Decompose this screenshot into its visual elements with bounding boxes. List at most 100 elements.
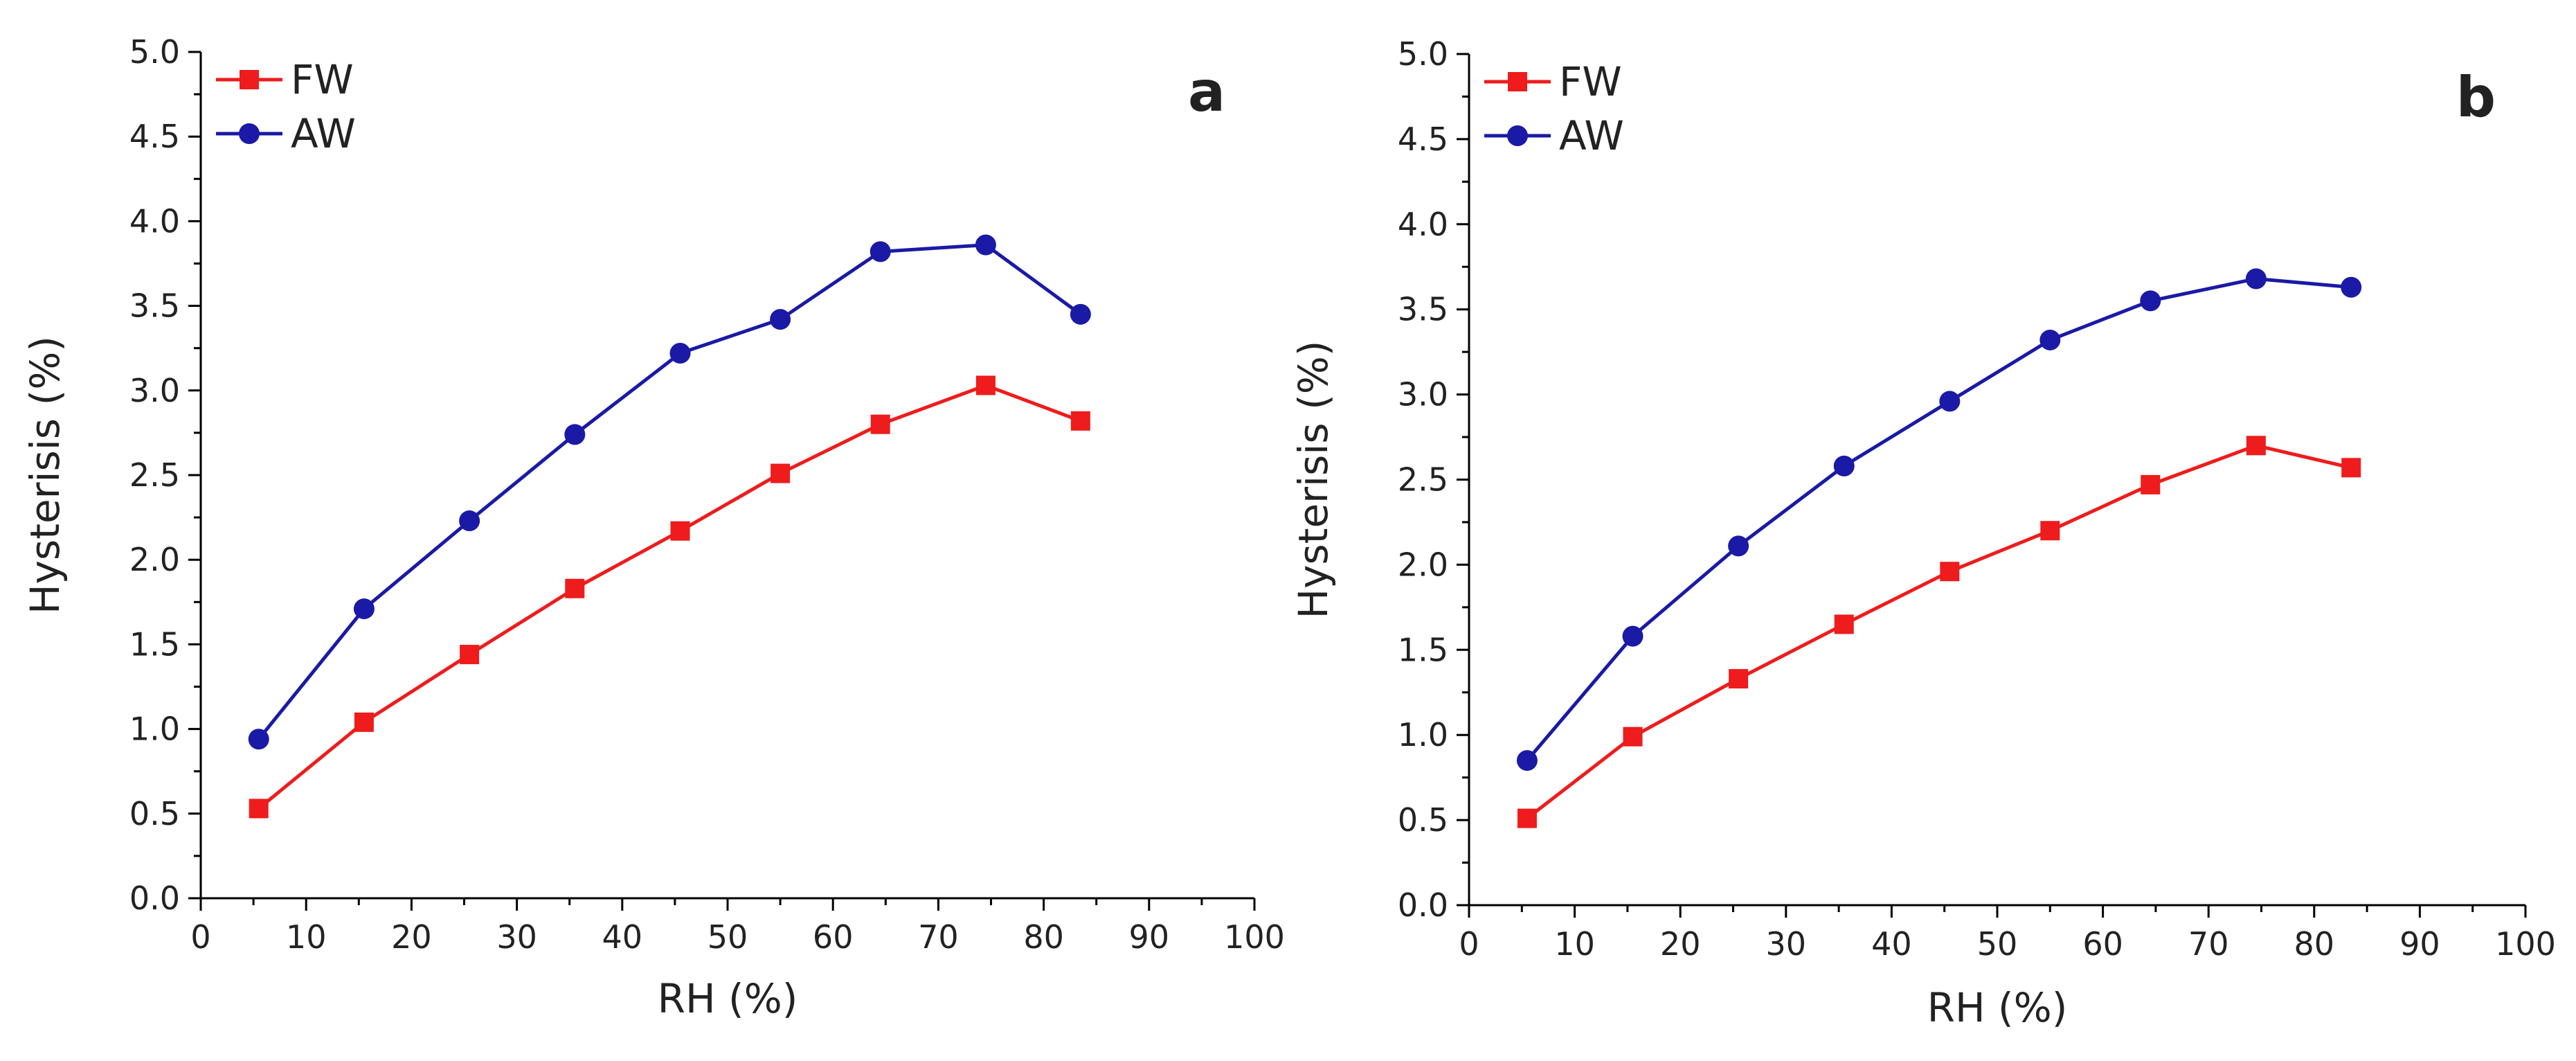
data-point-fw: [870, 414, 890, 434]
data-point-fw: [1070, 411, 1090, 431]
x-tick-label: 50: [1977, 925, 2018, 963]
data-point-fw: [1940, 562, 1960, 582]
legend-marker-aw: [1507, 125, 1528, 146]
data-point-fw: [2040, 521, 2060, 541]
series-aw: [248, 234, 1091, 750]
legend-label-fw: FW: [1559, 58, 1622, 105]
data-point-fw: [565, 578, 585, 598]
series-line-fw: [258, 383, 1081, 810]
data-point-aw: [975, 234, 996, 256]
y-tick-label: 4.0: [129, 202, 180, 240]
x-tick-label: 80: [2294, 925, 2335, 963]
data-point-fw: [1517, 808, 1537, 828]
data-point-aw: [2341, 276, 2362, 298]
x-tick-label: 0: [1459, 925, 1479, 963]
legend-marker-fw: [240, 70, 259, 89]
x-tick-label: 20: [391, 918, 432, 956]
legend-label-aw: AW: [291, 110, 356, 157]
y-tick-label: 2.5: [1398, 461, 1448, 499]
x-axis-title: RH (%): [1927, 984, 2068, 1031]
data-point-aw: [669, 343, 691, 364]
data-point-aw: [2140, 290, 2161, 312]
panel-letter: a: [1188, 60, 1225, 124]
data-point-aw: [248, 729, 269, 750]
x-tick-label: 10: [1554, 925, 1595, 963]
data-point-aw: [1728, 535, 1749, 557]
y-tick-label: 2.0: [129, 541, 180, 578]
x-tick-label: 90: [2399, 925, 2440, 963]
data-point-aw: [353, 598, 375, 620]
series-aw: [1516, 268, 2362, 772]
legend-marker-aw: [239, 123, 260, 144]
chart-panel-a: 0 10 20 30 40 50 60 70 80 90 100 0.0 0.5 1.0 1.5 2.0 2.5…: [21, 33, 1285, 1022]
data-point-fw: [460, 645, 480, 665]
x-tick-label: 30: [1766, 925, 1807, 963]
x-tick-label: 70: [2188, 925, 2229, 963]
x-tick-label: 50: [708, 918, 748, 956]
y-tick-label: 4.5: [1398, 121, 1448, 158]
y-tick-label: 3.5: [129, 287, 180, 325]
y-tick-label: 3.0: [129, 372, 180, 409]
x-tick-label: 20: [1660, 925, 1701, 963]
x-tick-label: 70: [918, 918, 959, 956]
x-tick-label: 60: [813, 918, 854, 956]
x-tick-label: 90: [1129, 918, 1170, 956]
data-point-aw: [564, 424, 586, 445]
data-point-aw: [1939, 391, 1961, 412]
data-point-aw: [1070, 303, 1091, 325]
data-point-fw: [1729, 669, 1749, 689]
y-tick-label: 1.5: [1398, 631, 1448, 668]
x-tick-label: 10: [286, 918, 327, 956]
x-tick-label: 30: [496, 918, 537, 956]
data-point-fw: [2141, 474, 2161, 494]
data-point-fw: [975, 375, 996, 395]
x-tick-label: 80: [1023, 918, 1064, 956]
x-tick-label: 100: [2495, 925, 2556, 963]
y-tick-label: 4.0: [1398, 206, 1448, 243]
legend: FW AW: [1484, 58, 1624, 159]
data-point-aw: [870, 241, 891, 262]
data-point-fw: [2341, 458, 2361, 478]
data-point-aw: [1833, 455, 1855, 476]
y-tick-label: 0.5: [1398, 801, 1448, 839]
y-tick-label: 3.0: [1398, 376, 1448, 413]
data-point-aw: [770, 309, 791, 330]
y-tick-label: 1.5: [129, 625, 180, 663]
x-axis-title: RH (%): [658, 975, 798, 1022]
y-tick-label: 1.0: [1398, 716, 1448, 754]
data-point-fw: [354, 712, 374, 732]
y-tick-label: 0.5: [129, 795, 180, 832]
series-fw: [249, 375, 1090, 819]
series-fw: [1517, 436, 2361, 828]
chart-panel-b: 0 10 20 30 40 50 60 70 80 90 100 0.0 0.5 1.0 1.5 2.0 2.5…: [1290, 35, 2556, 1031]
data-point-aw: [1622, 625, 1643, 647]
data-point-aw: [459, 510, 480, 531]
data-point-fw: [249, 799, 269, 819]
legend: FW AW: [216, 56, 356, 157]
legend-marker-fw: [1508, 72, 1527, 91]
series-line-fw: [1526, 443, 2352, 820]
data-point-fw: [771, 463, 791, 483]
data-point-aw: [1516, 750, 1538, 772]
y-tick-label: 3.5: [1398, 291, 1448, 328]
data-point-fw: [1834, 614, 1854, 634]
y-tick-label: 5.0: [1398, 35, 1448, 73]
y-tick-label: 0.0: [129, 880, 180, 917]
data-point-aw: [2039, 329, 2061, 350]
data-point-aw: [2245, 268, 2267, 289]
x-tick-label: 60: [2082, 925, 2123, 963]
y-tick-label: 5.0: [129, 33, 180, 71]
series-line-aw: [257, 243, 1082, 740]
y-tick-label: 1.0: [129, 711, 180, 748]
x-tick-label: 100: [1224, 918, 1285, 956]
x-tick-label: 40: [1871, 925, 1912, 963]
y-tick-label: 2.5: [129, 456, 180, 494]
panel-letter: b: [2456, 65, 2496, 130]
y-axis-title: Hysterisis (%): [1290, 341, 1337, 619]
x-tick-label: 40: [602, 918, 643, 956]
legend-label-fw: FW: [291, 56, 354, 103]
x-tick-label: 0: [190, 918, 210, 956]
y-tick-label: 2.0: [1398, 546, 1448, 583]
y-tick-label: 4.5: [129, 118, 180, 155]
